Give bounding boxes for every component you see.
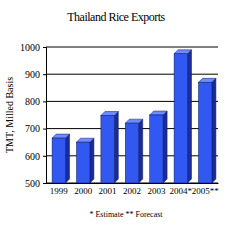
bar-side	[90, 138, 94, 183]
y-tick-label: 1000	[20, 42, 40, 53]
bar-top	[76, 138, 93, 142]
bar-top	[125, 119, 142, 123]
y-tick: 800	[25, 96, 46, 107]
x-tick: 1999	[50, 183, 69, 196]
x-tick-label: 2004*	[170, 186, 193, 196]
bar	[150, 115, 163, 183]
bar	[174, 54, 187, 183]
bar	[125, 123, 138, 183]
bar-side	[188, 50, 192, 183]
x-tick: 2004*	[170, 183, 193, 196]
y-axis-line	[43, 48, 47, 184]
x-axis-line	[47, 183, 219, 184]
bar	[52, 138, 65, 183]
grid-line	[46, 74, 218, 75]
x-tick: 2000	[74, 183, 93, 196]
y-tick-mark	[43, 129, 46, 130]
grid-line	[46, 101, 218, 102]
y-tick-label: 500	[25, 178, 40, 189]
y-tick-mark	[43, 101, 46, 102]
y-tick-mark	[43, 47, 46, 48]
y-tick: 600	[25, 151, 46, 162]
bar	[101, 116, 114, 183]
x-tick: 2003	[147, 183, 166, 196]
y-tick: 500	[25, 178, 46, 189]
bar-top	[198, 78, 215, 82]
x-tick: 2001	[99, 183, 117, 196]
bar-top	[52, 134, 69, 138]
y-axis-title: TMT, Milled Basis	[4, 77, 15, 153]
bar	[76, 142, 89, 183]
y-tick-label: 800	[25, 96, 40, 107]
y-tick: 1000	[20, 42, 46, 53]
x-tick-label: 2000	[74, 186, 93, 196]
x-tick-label: 2005**	[192, 186, 220, 196]
x-tick-label: 2003	[147, 186, 166, 196]
chart-title: Thailand Rice Exports	[67, 10, 165, 24]
x-tick-label: 2002	[123, 186, 141, 196]
bar	[198, 82, 211, 183]
bars	[52, 50, 216, 183]
bar-side	[212, 78, 216, 183]
bar-side	[139, 119, 143, 183]
bar-side	[163, 111, 167, 183]
y-tick-mark	[43, 183, 46, 184]
bar-side	[114, 112, 118, 183]
y-tick-label: 600	[25, 151, 40, 162]
bar-side	[66, 134, 70, 183]
y-tick-mark	[43, 156, 46, 157]
x-tick: 2002	[123, 183, 141, 196]
footnote: * Estimate ** Forecast	[89, 210, 163, 219]
y-tick-label: 700	[25, 123, 40, 134]
x-tick-label: 2001	[99, 186, 117, 196]
x-tick-label: 1999	[50, 186, 69, 196]
bar-top	[174, 50, 191, 54]
x-tick: 2005**	[192, 183, 220, 196]
y-axis: 500 600 700 800 900 1000	[20, 42, 47, 189]
grid-line	[46, 47, 218, 48]
y-tick: 700	[25, 123, 46, 134]
bar-top	[150, 111, 167, 115]
y-tick-label: 900	[25, 69, 40, 80]
x-axis: 1999 2000 2001 2002 2003 2004*2005**	[47, 183, 220, 196]
y-tick: 900	[25, 69, 46, 80]
bar-top	[101, 112, 118, 116]
grid	[46, 47, 218, 183]
y-tick-mark	[43, 74, 46, 75]
